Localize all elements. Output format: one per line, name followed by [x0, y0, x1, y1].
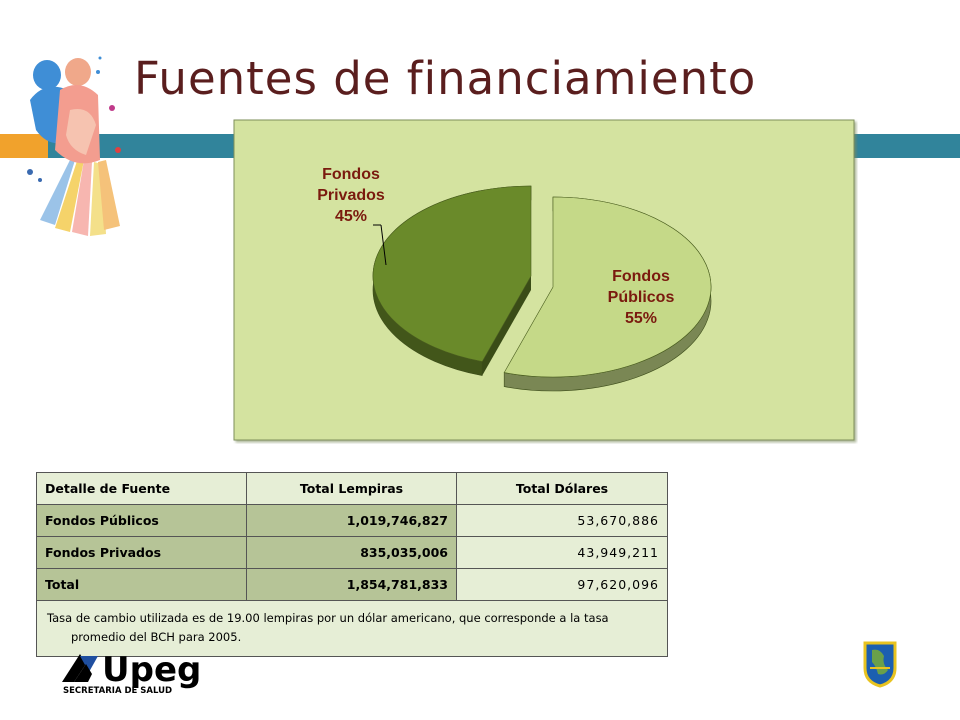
table-header-row: Detalle de Fuente Total Lempiras Total D…	[36, 472, 668, 505]
upeg-logo-text: Upeg	[102, 650, 202, 690]
row-dolares: 97,620,096	[456, 568, 668, 601]
pie-chart-svg: Fondos Públicos 55% Fondos Privados 45%	[233, 119, 855, 441]
note-text: Tasa de cambio utilizada es de 19.00 lem…	[47, 611, 609, 644]
upeg-triangle-icon	[62, 654, 98, 682]
table-row: Fondos Privados 835,035,006 43,949,211	[36, 536, 668, 569]
row-lempiras: 835,035,006	[246, 536, 457, 569]
row-label: Fondos Privados	[36, 536, 247, 569]
pie-percent-label: 45%	[335, 208, 367, 225]
row-lempiras: 1,854,781,833	[246, 568, 457, 601]
header-dolares: Total Dólares	[456, 472, 668, 505]
page-title: Fuentes de financiamiento	[134, 52, 757, 105]
pie-data-label: Fondos Privados 45%	[317, 166, 385, 225]
table-row: Total 1,854,781,833 97,620,096	[36, 568, 668, 601]
leader-line	[380, 224, 387, 266]
row-label: Fondos Públicos	[36, 504, 247, 537]
pie-slice-face	[482, 276, 531, 376]
family-clipart-icon	[27, 56, 121, 236]
pie-name-label: Fondos	[322, 166, 380, 183]
header-detalle: Detalle de Fuente	[36, 472, 247, 505]
funding-detail-table: Detalle de Fuente Total Lempiras Total D…	[36, 472, 668, 657]
table-row: Fondos Públicos 1,019,746,827 53,670,886	[36, 504, 668, 537]
upeg-logo: Upeg SECRETARIA DE SALUD	[60, 650, 210, 702]
row-lempiras: 1,019,746,827	[246, 504, 457, 537]
pie-percent-label: 55%	[625, 310, 657, 327]
pie-chart: Fondos Públicos 55% Fondos Privados 45%	[233, 119, 858, 444]
row-dolares: 53,670,886	[456, 504, 668, 537]
pie-name-label: Privados	[317, 187, 385, 204]
row-label: Total	[36, 568, 247, 601]
row-dolares: 43,949,211	[456, 536, 668, 569]
shield-emblem-icon	[863, 641, 897, 688]
pie-data-label: Fondos Públicos 55%	[608, 268, 675, 327]
exchange-rate-note: Tasa de cambio utilizada es de 19.00 lem…	[36, 600, 668, 657]
pie-slice-fondos-privados	[372, 185, 532, 362]
header-bar-orange	[0, 134, 48, 158]
secretaria-text: SECRETARIA DE SALUD	[63, 686, 173, 696]
table-note-row: Tasa de cambio utilizada es de 19.00 lem…	[36, 600, 668, 657]
header-lempiras: Total Lempiras	[246, 472, 457, 505]
pie-name-label: Fondos	[612, 268, 670, 285]
pie-slice-fondos-publicos	[503, 196, 712, 378]
pie-name-label: Públicos	[608, 289, 675, 306]
